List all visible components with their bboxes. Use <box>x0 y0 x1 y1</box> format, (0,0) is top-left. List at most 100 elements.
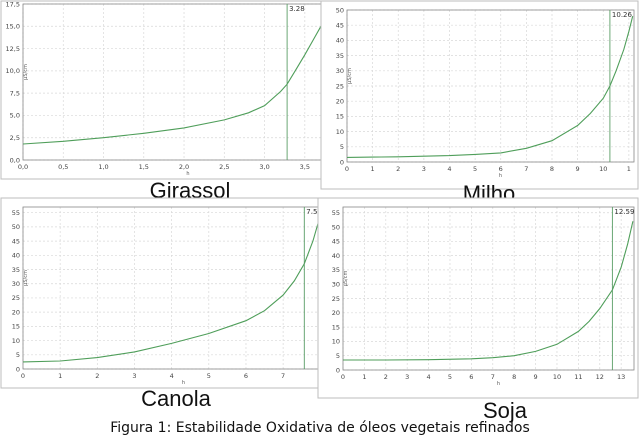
y-tick-label: 50 <box>336 6 344 14</box>
panel-girassol-frame <box>0 0 336 180</box>
x-axis-label: h <box>182 380 185 386</box>
plot-girassol: 0,0 0,5 1,0 1,5 2,0 2,5 3,0 3,5 0,0 2,5 5,0 7,5 10,0… <box>6 0 334 177</box>
y-tick-label: 0,0 <box>10 156 20 164</box>
x-tick-label: 9 <box>534 373 538 381</box>
y-tick-label: 25 <box>332 295 340 303</box>
y-tick-label: 30 <box>332 281 340 289</box>
y-tick-label: 5,0 <box>10 112 20 120</box>
x-tick-label: 6 <box>469 373 473 381</box>
y-tick-label: 35 <box>336 52 344 60</box>
figure-caption: Figura 1: Estabilidade Oxidativa de óleo… <box>110 420 530 436</box>
x-tick-label: 2 <box>95 372 99 380</box>
x-tick-label: 0 <box>345 165 349 173</box>
x-tick-label: 3,0 <box>259 163 269 171</box>
x-tick-label: 7 <box>491 373 495 381</box>
y-tick-label: 12,5 <box>6 45 20 53</box>
y-tick-label: 7,5 <box>10 89 20 97</box>
x-tick-label: 3 <box>405 373 409 381</box>
panel-soja-frame <box>317 197 639 399</box>
induction-marker-label: 12.59 <box>614 208 634 216</box>
y-tick-label: 40 <box>336 37 344 45</box>
panel-milho: 0 1 2 3 4 5 6 7 8 9 10 105101520253035404550hµS/cm1… <box>320 0 639 206</box>
x-tick-label: 13 <box>617 373 625 381</box>
y-tick-label: 35 <box>332 266 340 274</box>
x-tick-label: 3 <box>422 165 426 173</box>
x-tick-label: 1,0 <box>98 163 108 171</box>
y-tick-label: 25 <box>336 82 344 90</box>
x-tick-label: 2 <box>384 373 388 381</box>
y-tick-label: 10 <box>336 128 344 136</box>
panel-girassol: 0,0 0,5 1,0 1,5 2,0 2,5 3,0 3,5 0,0 2,5 5,0 7,5 10,0… <box>0 0 336 203</box>
y-tick-label: 15 <box>332 323 340 331</box>
conductivity-curve <box>346 15 634 158</box>
y-tick-label: 30 <box>12 280 20 288</box>
x-tick-label: 4 <box>447 165 451 173</box>
y-tick-label: 40 <box>12 252 20 260</box>
induction-marker-label: 10.26 <box>612 11 633 19</box>
conductivity-curve <box>343 221 634 361</box>
y-tick-label: 10 <box>332 338 340 346</box>
y-tick-label: 35 <box>12 266 20 274</box>
panel-soja: 0 1 2 3 4 5 6 7 8 9 10 11 12 130510152025303540455055… <box>317 197 639 423</box>
y-tick-label: 20 <box>336 98 344 106</box>
y-tick-label: 17,5 <box>6 0 20 8</box>
y-tick-label: 10,0 <box>6 67 20 75</box>
x-tick-label: 0 <box>341 373 345 381</box>
plot-area <box>342 206 635 371</box>
plot-area <box>346 9 635 163</box>
y-tick-label: 55 <box>12 209 20 217</box>
x-tick-label: 8 <box>550 165 554 173</box>
x-axis-label: h <box>497 381 500 387</box>
x-tick-label: 9 <box>576 165 580 173</box>
x-tick-label: 0,0 <box>18 163 28 171</box>
x-tick-label: 1 <box>362 373 366 381</box>
x-tick-label: 10 <box>553 373 561 381</box>
x-tick-label: 2,5 <box>219 163 229 171</box>
x-tick-label: 8 <box>512 373 516 381</box>
y-tick-label: 40 <box>332 252 340 260</box>
y-tick-label: 55 <box>332 209 340 217</box>
plot-soja: 0 1 2 3 4 5 6 7 8 9 10 11 12 130510152025303540455055… <box>332 206 635 387</box>
y-tick-label: 0 <box>16 365 20 373</box>
x-tick-label: 1 <box>371 165 375 173</box>
x-tick-label: 0,5 <box>58 163 68 171</box>
plot-canola: 0123456780510152025303540455055hµS/cm7.5… <box>12 206 325 386</box>
x-tick-label: 7 <box>281 372 285 380</box>
panel-canola-frame <box>0 197 330 389</box>
y-tick-label: 45 <box>12 237 20 245</box>
y-tick-label: 15 <box>336 113 344 121</box>
y-tick-label: 2,5 <box>10 134 20 142</box>
y-tick-label: 5 <box>16 351 20 359</box>
x-tick-label: 3 <box>132 372 136 380</box>
x-tick-label: 6 <box>499 165 503 173</box>
x-tick-label: 3,5 <box>300 163 310 171</box>
x-axis-label: h <box>186 171 189 177</box>
y-tick-label: 50 <box>12 223 20 231</box>
y-axis-label: µS/cm <box>347 68 353 84</box>
y-tick-label: 10 <box>12 337 20 345</box>
x-tick-label: 1 <box>627 165 631 173</box>
x-tick-label: 1,5 <box>139 163 149 171</box>
induction-marker-label: 3.28 <box>289 5 305 13</box>
x-axis-label: h <box>499 173 502 179</box>
x-tick-label: 1 <box>58 372 62 380</box>
x-tick-label: 5 <box>448 373 452 381</box>
y-axis-label: µS/cm <box>343 271 349 287</box>
x-tick-label: 2,0 <box>179 163 189 171</box>
x-tick-label: 0 <box>21 372 25 380</box>
oil-name-soja: Soja <box>483 398 528 423</box>
x-tick-label: 5 <box>473 165 477 173</box>
y-tick-label: 0 <box>340 158 344 166</box>
x-tick-label: 6 <box>244 372 248 380</box>
y-tick-label: 20 <box>12 308 20 316</box>
y-tick-label: 45 <box>332 238 340 246</box>
x-tick-label: 7 <box>524 165 528 173</box>
y-tick-label: 5 <box>340 143 344 151</box>
panel-canola: 0123456780510152025303540455055hµS/cm7.5… <box>0 197 330 411</box>
y-tick-label: 45 <box>336 22 344 30</box>
y-tick-label: 25 <box>12 294 20 302</box>
oil-name-canola: Canola <box>141 386 211 411</box>
y-tick-label: 50 <box>332 223 340 231</box>
x-tick-label: 5 <box>207 372 211 380</box>
